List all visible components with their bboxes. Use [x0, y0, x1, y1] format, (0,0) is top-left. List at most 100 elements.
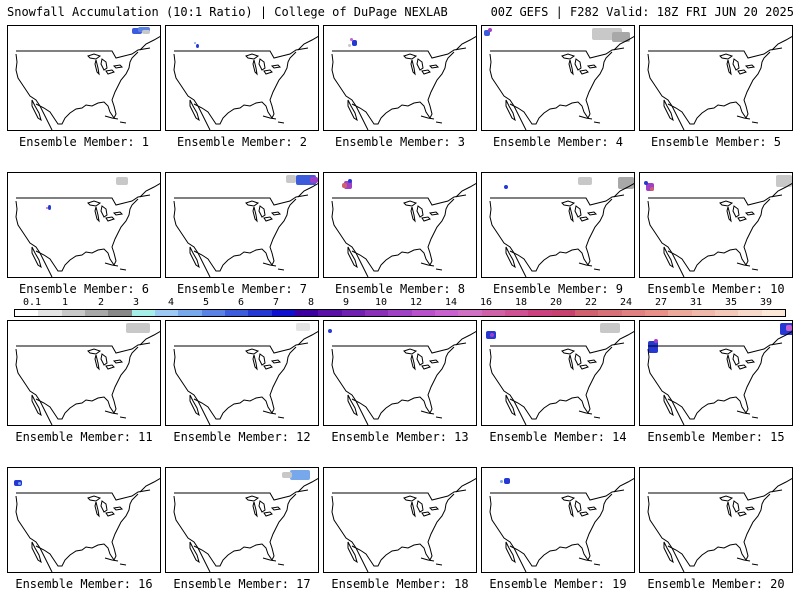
canada-coastline: [613, 35, 634, 51]
conus-map: [331, 35, 476, 130]
great-lake: [421, 511, 431, 517]
great-lake: [105, 364, 115, 370]
snowfall-shade: [282, 472, 292, 478]
colorbar-tick-label: 5: [202, 297, 210, 308]
conus-map: [484, 28, 634, 130]
baja-peninsula: [505, 99, 516, 122]
ensemble-member-label: Ensemble Member: 4: [492, 135, 624, 149]
coastline-west: [489, 495, 527, 572]
us-canada-border: [648, 342, 783, 354]
baja-peninsula: [505, 246, 516, 269]
canada-coastline: [455, 330, 476, 346]
ensemble-member-label: Ensemble Member: 13: [331, 430, 469, 444]
caribbean-islands: [420, 115, 443, 124]
snowfall-shade: [578, 177, 592, 185]
baja-peninsula: [189, 246, 200, 269]
great-lake: [100, 58, 108, 71]
great-lake: [410, 354, 416, 371]
coastline-east: [509, 51, 613, 125]
us-canada-border: [332, 194, 467, 206]
conus-map: [15, 27, 160, 130]
great-lake: [252, 59, 258, 76]
colorbar-swatch: [714, 310, 739, 316]
canada-coastline: [613, 477, 634, 493]
ensemble-member-map: [7, 320, 161, 426]
snowfall-shade: [776, 175, 792, 187]
great-lake: [574, 205, 582, 218]
ensemble-member-map: [639, 172, 793, 278]
great-lake: [410, 206, 416, 223]
great-lake: [726, 501, 732, 518]
great-lake: [245, 200, 260, 207]
snowfall-shade: [500, 480, 503, 483]
great-lake: [258, 500, 266, 513]
coastline-east: [667, 346, 771, 420]
colorbar-swatch: [61, 310, 85, 316]
baja-peninsula: [505, 394, 516, 417]
great-lake: [574, 353, 582, 366]
coastline-east: [509, 198, 613, 272]
coastline-west: [15, 348, 53, 425]
ensemble-member-label: Ensemble Member: 9: [492, 282, 624, 296]
caribbean-islands: [578, 410, 601, 419]
great-lake: [737, 364, 747, 370]
snowfall-shade: [296, 323, 310, 331]
great-lake: [732, 500, 740, 513]
us-canada-border: [16, 47, 151, 59]
caribbean-islands: [420, 262, 443, 271]
baja-peninsula: [347, 246, 358, 269]
great-lake: [561, 495, 576, 502]
great-lake: [579, 364, 589, 370]
baja-peninsula: [189, 99, 200, 122]
ensemble-member-label: Ensemble Member: 6: [18, 282, 150, 296]
great-lake: [258, 58, 266, 71]
conus-map: [647, 477, 792, 572]
coastline-east: [35, 198, 139, 272]
coastline-east: [351, 198, 455, 272]
coastline-west: [15, 200, 53, 277]
great-lake: [737, 216, 747, 222]
colorbar-tick-label: 6: [237, 297, 245, 308]
great-lake: [258, 205, 266, 218]
colorbar-swatch: [108, 310, 132, 316]
colorbar-tick-label: 16: [479, 297, 493, 308]
snowfall-shade: [142, 30, 150, 34]
colorbar-tick-label: 0.1: [22, 297, 42, 308]
colorbar-tick-label: 10: [374, 297, 388, 308]
coastline-east: [193, 493, 297, 567]
snowfall-shade: [488, 28, 492, 32]
colorbar-swatch: [411, 310, 435, 316]
colorbar-swatch: [15, 310, 39, 316]
coastline-west: [15, 53, 53, 130]
snowfall-shade: [786, 325, 792, 331]
us-canada-border: [16, 194, 151, 206]
great-lake: [270, 64, 282, 69]
coastline-west: [647, 495, 685, 572]
coastline-east: [193, 51, 297, 125]
snowfall-shade: [286, 175, 296, 183]
coastline-east: [193, 198, 297, 272]
colorbar-tick-labels: 0.1 1 2 3 4 5 6 7 8 9 10 12 14 16 18 20 22 24 27 31 35 39: [14, 297, 786, 309]
caribbean-islands: [420, 557, 443, 566]
ensemble-member-label: Ensemble Member: 17: [173, 577, 311, 591]
great-lake: [252, 206, 258, 223]
great-lake: [726, 59, 732, 76]
great-lake: [732, 353, 740, 366]
ensemble-member-map: [165, 25, 319, 131]
snowfall-shade: [490, 333, 494, 337]
great-lake: [263, 69, 273, 75]
ensemble-member-label: Ensemble Member: 20: [647, 577, 785, 591]
great-lake: [744, 506, 756, 511]
great-lake: [87, 200, 102, 207]
canada-coastline: [455, 182, 476, 198]
great-lake: [561, 200, 576, 207]
colorbar-tick-label: 27: [654, 297, 668, 308]
ensemble-member-map: [639, 320, 793, 426]
coastline-east: [351, 493, 455, 567]
colorbar-tick-label: 4: [167, 297, 175, 308]
great-lake: [245, 53, 260, 60]
coastline-west: [489, 200, 527, 277]
ensemble-member-label: Ensemble Member: 12: [173, 430, 311, 444]
great-lake: [737, 69, 747, 75]
snowfall-shade: [654, 339, 658, 343]
